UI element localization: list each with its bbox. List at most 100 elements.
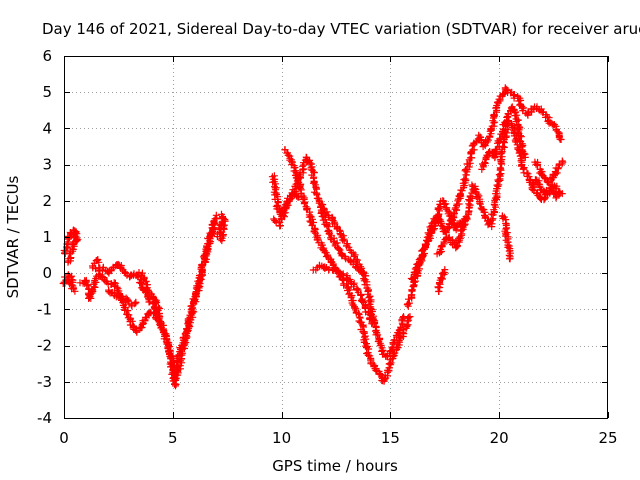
data-point [556,135,564,143]
data-point [503,224,511,232]
data-point [306,217,314,225]
data-point [521,153,529,161]
data-point [201,253,209,261]
y-tick-label: 6 [42,47,52,65]
data-point [396,333,404,341]
data-track [403,84,565,310]
x-tick-label: 20 [490,429,509,447]
y-tick-label: 1 [42,228,52,246]
data-point [297,186,305,194]
data-track [478,103,529,173]
y-tick-label: 3 [42,156,52,174]
data-point [72,228,80,236]
data-point [437,274,445,282]
data-point [220,224,227,232]
x-tick-label: 25 [598,429,617,447]
data-track [309,261,377,328]
data-point [400,313,407,321]
data-point [68,241,76,249]
y-tick-label: 5 [42,83,52,101]
data-point [121,306,129,314]
data-point [210,219,218,226]
data-point [339,232,347,240]
data-point [423,240,430,248]
data-track [434,266,449,295]
data-point [519,165,527,173]
y-tick-label: -4 [37,409,52,427]
x-tick-label: 0 [59,429,69,447]
data-point [284,151,292,159]
data-point [342,255,350,263]
data-point [470,146,478,154]
data-track [433,215,469,258]
data-point [299,162,307,170]
data-track [498,212,514,263]
data-point [351,251,359,259]
data-point [515,97,523,105]
data-point [95,258,103,266]
data-point [339,236,347,244]
data-point [202,245,210,253]
data-point [132,298,140,306]
data-point [460,176,468,184]
data-point [152,300,159,308]
data-track [213,210,229,245]
data-point [558,190,566,198]
data-point [533,161,541,169]
data-points [59,84,567,390]
data-point [366,292,374,300]
data-point [323,222,331,230]
data-point [156,313,164,321]
data-point [155,312,163,320]
y-tick-label: -1 [37,300,52,318]
data-point [164,345,172,352]
data-point [476,200,484,208]
data-point [406,313,414,321]
y-tick-label: 2 [42,192,52,210]
data-point [529,180,537,188]
data-track [281,146,305,194]
data-point [466,192,474,200]
data-point [460,215,468,223]
data-point [306,159,314,167]
data-point [481,159,489,167]
data-point [165,348,173,356]
y-tick-label: -3 [37,373,52,391]
chart-title: Day 146 of 2021, Sidereal Day-to-day VTE… [42,20,640,38]
data-track [105,286,140,310]
data-point [461,175,469,183]
data-point [506,255,514,263]
data-point [92,265,100,273]
data-point [429,226,437,234]
data-point [126,273,134,281]
data-point [131,300,139,308]
data-point [69,278,77,286]
data-point [360,269,368,277]
data-point [335,245,343,253]
data-point [484,136,492,144]
data-point [456,233,464,241]
data-point [178,349,185,357]
axis-ticks: 0 5 10 15 20 25 -4 -3 -2 -1 0 1 2 3 4 5 6 [37,47,618,447]
data-point [405,299,413,307]
data-point [218,237,226,245]
data-point [524,109,532,117]
data-point [99,266,107,274]
y-tick-label: 4 [42,119,52,137]
data-point [458,221,466,229]
data-point [128,317,136,325]
data-point [300,200,308,208]
grid [64,56,608,418]
data-point [513,111,521,119]
data-track [528,176,566,198]
data-track [90,256,103,267]
data-point [186,311,194,319]
data-point [357,291,365,299]
data-point [277,222,284,230]
data-point [495,171,503,179]
data-point [189,307,197,315]
data-point [496,164,504,172]
data-point [405,313,413,321]
x-tick-label: 15 [381,429,400,447]
